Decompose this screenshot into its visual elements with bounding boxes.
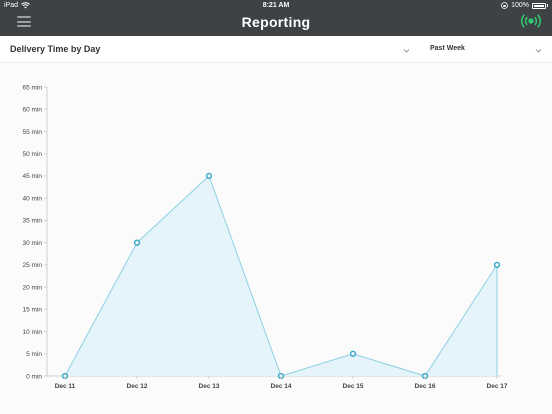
period-select[interactable]: Past Week xyxy=(430,45,465,52)
x-tick-label: Dec 13 xyxy=(199,383,220,390)
area-fill xyxy=(65,175,497,376)
chevron-down-icon[interactable] xyxy=(535,47,542,54)
y-tick-label: 15 min xyxy=(22,307,42,314)
area-chart: 0 min 5 min 10 min 15 min 20 min 25 min 30 min… xyxy=(22,84,508,390)
x-tick-label: Dec 11 xyxy=(55,383,76,390)
x-tick-label: Dec 17 xyxy=(487,383,508,390)
report-toolbar: Delivery Time by Day Past Week xyxy=(0,36,552,63)
delivery-time-chart: 0 min 5 min 10 min 15 min 20 min 25 min 30 min… xyxy=(0,64,552,414)
data-point-6[interactable] xyxy=(493,261,501,268)
y-tick-label: 10 min xyxy=(22,329,42,336)
clock: 8:21 AM xyxy=(262,2,290,9)
x-tick-label: Dec 14 xyxy=(271,383,292,390)
status-bar: iPad 8:21 AM 100% xyxy=(0,0,552,11)
x-tick-label: Dec 12 xyxy=(127,383,148,390)
broadcast-icon[interactable] xyxy=(520,13,542,29)
page-title: Reporting xyxy=(241,14,311,30)
y-tick-label: 45 min xyxy=(22,173,42,180)
y-tick-label: 65 min xyxy=(22,84,42,91)
lock-rotation-icon xyxy=(501,2,508,9)
y-tick-label: 25 min xyxy=(22,262,42,269)
data-point-4[interactable] xyxy=(349,350,357,357)
app-header: iPad 8:21 AM 100% Reporting xyxy=(0,0,552,36)
hamburger-menu-icon[interactable] xyxy=(17,16,31,27)
chart-type-select[interactable]: Delivery Time by Day xyxy=(10,44,101,54)
data-point-1[interactable] xyxy=(133,239,141,246)
x-tick-label: Dec 16 xyxy=(415,383,436,390)
y-tick-label: 20 min xyxy=(22,284,42,291)
chevron-down-icon[interactable] xyxy=(403,47,410,54)
y-tick-label: 0 min xyxy=(26,373,42,380)
x-tick-label: Dec 15 xyxy=(343,383,364,390)
y-tick-label: 50 min xyxy=(22,151,42,158)
device-label: iPad xyxy=(4,2,19,9)
y-tick-label: 40 min xyxy=(22,195,42,202)
wifi-icon xyxy=(21,2,30,9)
y-tick-label: 60 min xyxy=(22,107,42,114)
y-tick-label: 5 min xyxy=(26,351,42,358)
data-point-2[interactable] xyxy=(205,172,213,180)
y-tick-label: 55 min xyxy=(22,129,42,136)
y-tick-label: 35 min xyxy=(22,218,42,225)
battery-icon xyxy=(532,2,546,9)
battery-percent: 100% xyxy=(511,2,529,9)
y-tick-label: 30 min xyxy=(22,240,42,247)
